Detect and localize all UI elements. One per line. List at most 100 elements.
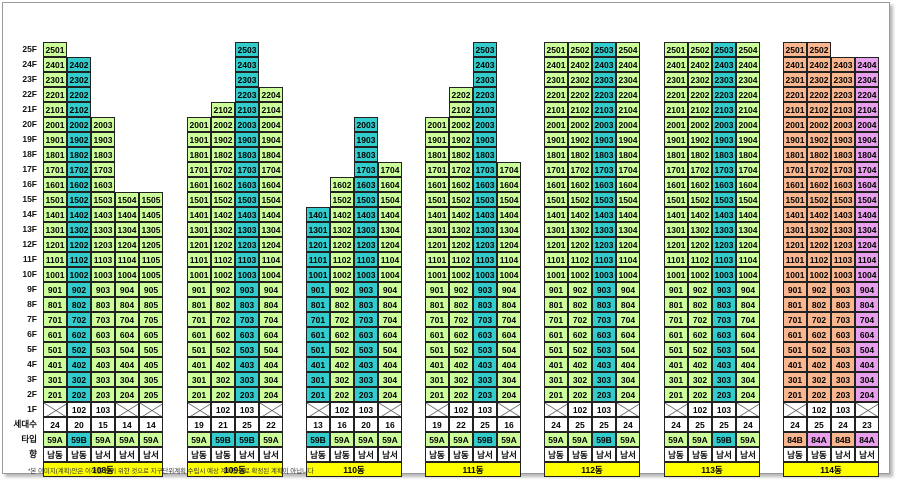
unit-cell: 203 [91, 387, 115, 402]
unit-cell: 1904 [736, 132, 760, 147]
unit-cell: 602 [568, 327, 592, 342]
unit-type: 59A [736, 432, 760, 447]
unit-cell: 1204 [736, 237, 760, 252]
unit-type: 59A [664, 432, 688, 447]
unit-cell: 2402 [807, 57, 831, 72]
unit-cell: 1003 [712, 267, 736, 282]
unit-cell: 1502 [449, 192, 473, 207]
unit-cell: 1101 [187, 252, 211, 267]
unit-cell: 1503 [91, 192, 115, 207]
unit-cell: 1902 [211, 132, 235, 147]
unit-direction: 남동 [783, 447, 807, 462]
unit-cell: 202 [211, 387, 235, 402]
unit-cell: 1404 [115, 207, 139, 222]
unit-cell: 1103 [831, 252, 855, 267]
unit-cell: 504 [616, 342, 640, 357]
building-name: 110동 [306, 462, 402, 477]
unit-cell: 1603 [354, 177, 378, 192]
unit-cell: 1501 [783, 192, 807, 207]
unit-cell: 901 [43, 282, 67, 297]
unit-cell: 2303 [473, 72, 497, 87]
unit-type: 59A [330, 432, 354, 447]
unit-cell: 1303 [473, 222, 497, 237]
unit-cell: 2401 [664, 57, 688, 72]
unit-cell: 703 [592, 312, 616, 327]
unit-cell: 801 [544, 297, 568, 312]
unit-cell: 1001 [783, 267, 807, 282]
unit-cell: 301 [187, 372, 211, 387]
unit-type: 59A [354, 432, 378, 447]
unit-cell: 403 [831, 357, 855, 372]
floor-label: 25F [22, 44, 37, 54]
unit-cell: 2503 [235, 42, 259, 57]
unit-cell: 1503 [354, 192, 378, 207]
unit-cell: 602 [449, 327, 473, 342]
unit-direction: 남동 [449, 447, 473, 462]
unit-cell: 1504 [378, 192, 402, 207]
unit-cell: 1903 [354, 132, 378, 147]
unit-cell: 1804 [736, 147, 760, 162]
unit-cell: 1703 [831, 162, 855, 177]
unit-cell: 602 [211, 327, 235, 342]
unit-cell: 701 [43, 312, 67, 327]
unit-type: 59B [712, 432, 736, 447]
unit-cell: 1101 [306, 252, 330, 267]
unit-cell: 303 [831, 372, 855, 387]
unit-cell: 2204 [855, 87, 879, 102]
unit-cell: 304 [378, 372, 402, 387]
unit-cell: 1601 [544, 177, 568, 192]
unit-cell: 1804 [855, 147, 879, 162]
unit-cell: 901 [544, 282, 568, 297]
unit-cell: 404 [259, 357, 283, 372]
unit-cell: 303 [235, 372, 259, 387]
unit-type: 59A [568, 432, 592, 447]
unit-cell: 803 [592, 297, 616, 312]
unit-cell: 304 [855, 372, 879, 387]
unit-cell: 405 [139, 357, 163, 372]
unit-cell: 2302 [688, 72, 712, 87]
unit-cell: 1702 [568, 162, 592, 177]
unit-cell: 1902 [67, 132, 91, 147]
unit-cell: 1703 [473, 162, 497, 177]
unit-cell: 704 [259, 312, 283, 327]
unit-cell: 1903 [712, 132, 736, 147]
unit-cell: 2401 [783, 57, 807, 72]
unit-cell: 1401 [425, 207, 449, 222]
unit-cell: 1201 [544, 237, 568, 252]
unit-cell: 1303 [235, 222, 259, 237]
unit-cell: 601 [43, 327, 67, 342]
unit-cell: 1401 [306, 207, 330, 222]
unit-cell: 1202 [449, 237, 473, 252]
unit-cell: 1005 [139, 267, 163, 282]
unit-cell: 502 [688, 342, 712, 357]
unit-type: 59A [616, 432, 640, 447]
unit-cell: 1704 [855, 162, 879, 177]
unit-cell: 402 [211, 357, 235, 372]
unit-cell: 2401 [43, 57, 67, 72]
households-count: 22 [449, 417, 473, 432]
unit-cell: 301 [306, 372, 330, 387]
unit-cell: 502 [67, 342, 91, 357]
unit-cell: 703 [712, 312, 736, 327]
unit-type: 59B [211, 432, 235, 447]
unit-cell: 503 [354, 342, 378, 357]
unit-cell: 603 [91, 327, 115, 342]
unit-cell: 201 [43, 387, 67, 402]
unit-cell: 204 [259, 387, 283, 402]
floor-label: 3F [27, 374, 37, 384]
empty-unit [306, 402, 330, 417]
unit-cell: 1305 [139, 222, 163, 237]
unit-cell: 303 [354, 372, 378, 387]
unit-type: 84B [783, 432, 807, 447]
unit-cell: 1201 [783, 237, 807, 252]
unit-cell: 2203 [592, 87, 616, 102]
households-count: 24 [831, 417, 855, 432]
unit-cell: 1303 [354, 222, 378, 237]
empty-unit [115, 402, 139, 417]
unit-cell: 1801 [664, 147, 688, 162]
unit-cell: 801 [425, 297, 449, 312]
unit-cell: 501 [783, 342, 807, 357]
unit-cell: 302 [688, 372, 712, 387]
unit-cell: 2003 [473, 117, 497, 132]
unit-cell: 205 [139, 387, 163, 402]
